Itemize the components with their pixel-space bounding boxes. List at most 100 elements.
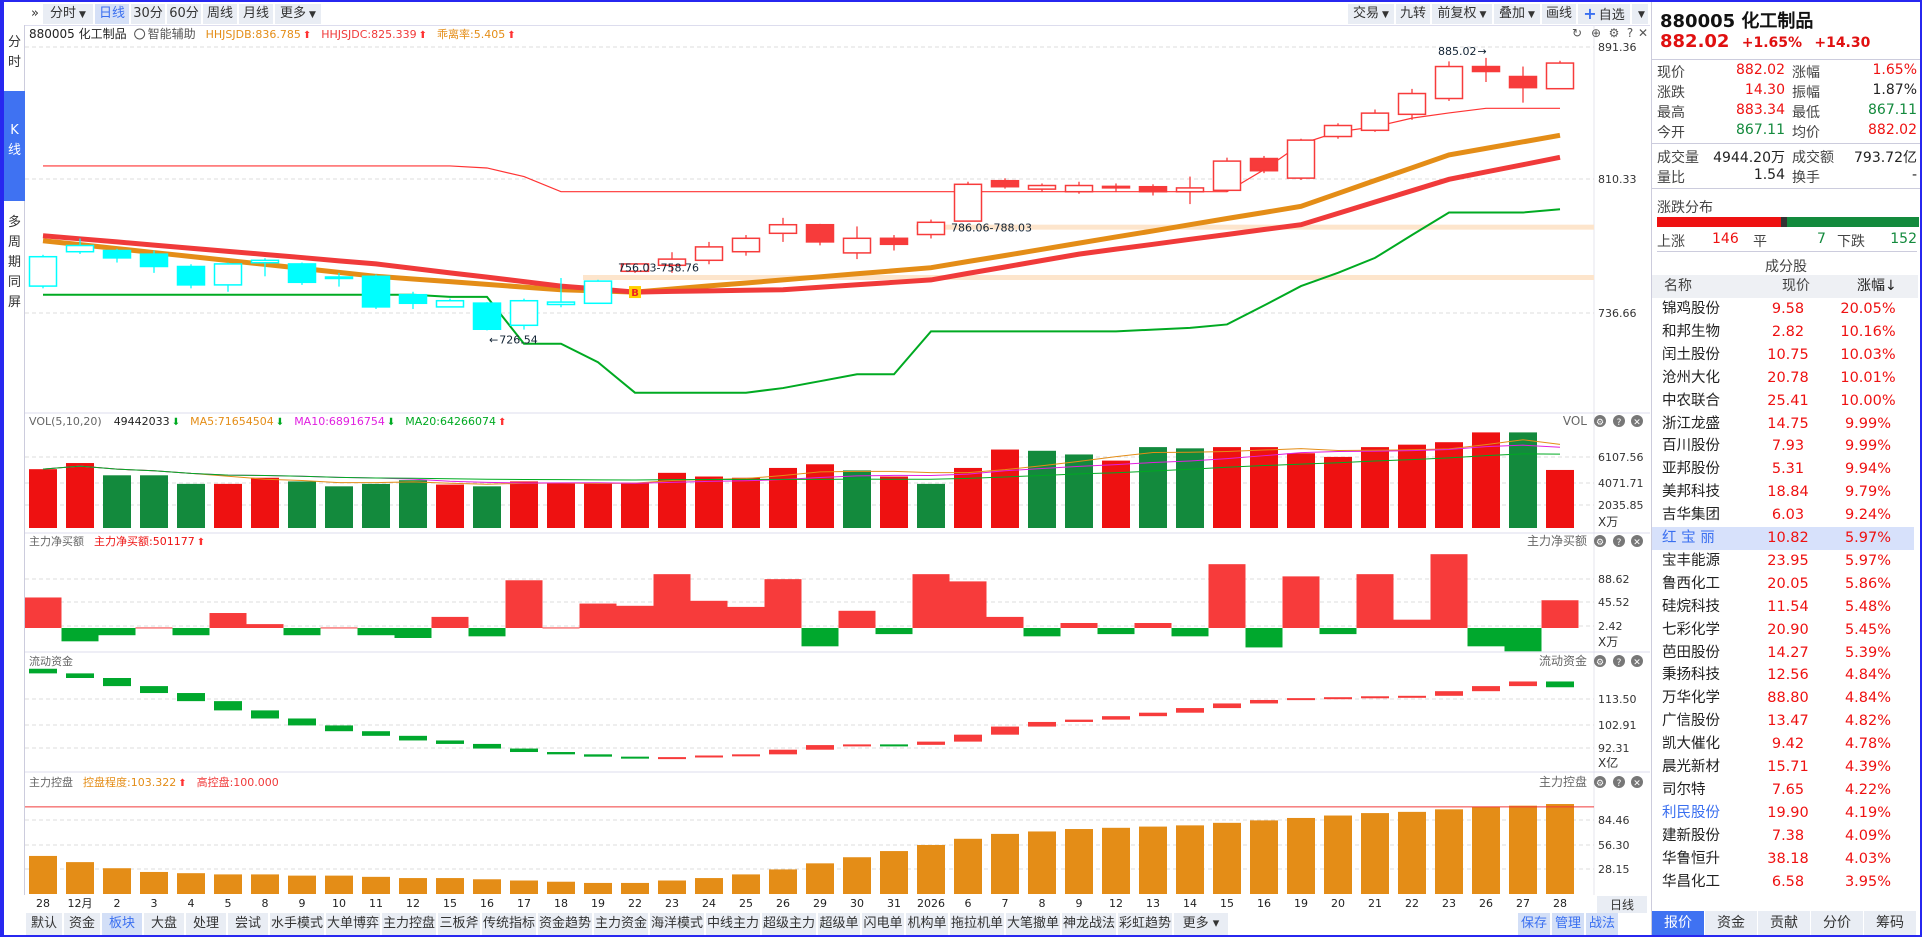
tab-multi-period[interactable]: 多周期同屏 bbox=[7, 215, 21, 310]
indicator-tab[interactable]: 神龙战法 bbox=[1062, 913, 1116, 935]
help-icon[interactable] bbox=[1613, 776, 1625, 788]
gear-icon[interactable] bbox=[1594, 535, 1606, 547]
toolbar-button-1[interactable]: 九转 bbox=[1396, 4, 1430, 24]
gear-icon[interactable] bbox=[1594, 776, 1606, 788]
component-row[interactable]: 沧州大化 20.78 10.01% bbox=[1652, 367, 1914, 390]
period-button-1[interactable]: 日线 bbox=[95, 4, 129, 24]
indicator-tab[interactable]: 尝试 bbox=[228, 913, 268, 935]
control-bar bbox=[621, 882, 649, 894]
refresh-icon[interactable]: ↻ bbox=[1572, 26, 1582, 40]
gear-icon[interactable] bbox=[1594, 415, 1606, 427]
close-icon[interactable] bbox=[1631, 415, 1643, 427]
indicator-tab[interactable]: 大盘 bbox=[144, 913, 184, 935]
period-button-2[interactable]: 30分 bbox=[131, 4, 165, 24]
indicator-tab[interactable]: 主力控盘 bbox=[382, 913, 436, 935]
quote-tab[interactable]: 报价 bbox=[1652, 911, 1704, 935]
vol-tick: 4071.71 bbox=[1598, 477, 1644, 490]
component-row[interactable]: 美邦科技 18.84 9.79% bbox=[1652, 481, 1914, 504]
gear-icon[interactable]: ⚙ bbox=[1609, 26, 1620, 40]
component-row[interactable]: 中农联合 25.41 10.00% bbox=[1652, 390, 1914, 413]
quote-tab[interactable]: 筹码 bbox=[1864, 911, 1916, 935]
period-button-6[interactable]: 更多 ▼ bbox=[275, 4, 321, 24]
component-row[interactable]: 华鲁恒升 38.18 4.03% bbox=[1652, 848, 1914, 871]
component-row[interactable]: 鲁西化工 20.05 5.86% bbox=[1652, 573, 1914, 596]
indicator-tab[interactable]: 闪电单 bbox=[862, 913, 904, 935]
component-row[interactable]: 硅烷科技 11.54 5.48% bbox=[1652, 596, 1914, 619]
indicator-tab[interactable]: 机构单 bbox=[906, 913, 948, 935]
close-icon[interactable]: ✕ bbox=[1638, 26, 1648, 40]
help-icon[interactable] bbox=[1613, 655, 1625, 667]
component-row[interactable]: 建新股份 7.38 4.09% bbox=[1652, 825, 1914, 848]
close-icon[interactable] bbox=[1631, 655, 1643, 667]
toolbar-button-0[interactable]: 交易 ▼ bbox=[1348, 4, 1394, 24]
close-icon[interactable] bbox=[1631, 535, 1643, 547]
indicator-tab[interactable]: 大笔撤单 bbox=[1006, 913, 1060, 935]
component-row[interactable]: 万华化学 88.80 4.84% bbox=[1652, 687, 1914, 710]
toolbar-button-6[interactable]: ▼ bbox=[1632, 4, 1648, 24]
indicator-tab[interactable]: 默认 bbox=[26, 913, 62, 935]
component-row[interactable]: 亚邦股份 5.31 9.94% bbox=[1652, 458, 1914, 481]
indicator-tab[interactable]: 板块 bbox=[102, 913, 142, 935]
toolbar-button-5[interactable]: + 自选 bbox=[1578, 4, 1630, 24]
component-row[interactable]: 锦鸡股份 9.58 20.05% bbox=[1652, 298, 1914, 321]
quote-tab[interactable]: 分价 bbox=[1811, 911, 1863, 935]
indicator-tab[interactable]: 三板斧 bbox=[438, 913, 480, 935]
indicator-tab[interactable]: 资金 bbox=[64, 913, 100, 935]
component-row[interactable]: 七彩化学 20.90 5.45% bbox=[1652, 619, 1914, 642]
component-row[interactable]: 华昌化工 6.58 3.95% bbox=[1652, 871, 1914, 894]
gear-icon[interactable] bbox=[1594, 655, 1606, 667]
indicator-tab[interactable]: 主力资金 bbox=[594, 913, 648, 935]
close-icon[interactable] bbox=[1631, 776, 1643, 788]
component-row[interactable]: 和邦生物 2.82 10.16% bbox=[1652, 321, 1914, 344]
indicator-tab[interactable]: 大单博弈 bbox=[326, 913, 380, 935]
component-row[interactable]: 晨光新材 15.71 4.39% bbox=[1652, 756, 1914, 779]
period-button-4[interactable]: 周线 bbox=[203, 4, 237, 24]
help-icon[interactable]: ? bbox=[1627, 26, 1633, 40]
indicator-tab[interactable]: 处理 bbox=[186, 913, 226, 935]
component-row[interactable]: 芭田股份 14.27 5.39% bbox=[1652, 642, 1914, 665]
col-price[interactable]: 现价 bbox=[1782, 278, 1810, 294]
col-name[interactable]: 名称 bbox=[1664, 278, 1692, 294]
period-button-0[interactable]: 分时 ▼ bbox=[43, 4, 93, 24]
control-bar bbox=[1546, 804, 1574, 894]
indicator-tab[interactable]: 更多 ▾ bbox=[1174, 913, 1228, 935]
indicator-tab[interactable]: 海洋模式 bbox=[650, 913, 704, 935]
expand-icon[interactable]: » bbox=[31, 6, 39, 21]
indicator-tab[interactable]: 中线主力 bbox=[706, 913, 760, 935]
period-button-3[interactable]: 60分 bbox=[167, 4, 201, 24]
component-row[interactable]: 宝丰能源 23.95 5.97% bbox=[1652, 550, 1914, 573]
indicator-tab[interactable]: 超级主力 bbox=[762, 913, 816, 935]
help-icon[interactable] bbox=[1613, 535, 1625, 547]
indicator-tab[interactable]: 彩虹趋势 bbox=[1118, 913, 1172, 935]
indicator-action-2[interactable]: 战法 bbox=[1586, 913, 1618, 935]
period-button-5[interactable]: 月线 bbox=[239, 4, 273, 24]
component-row[interactable]: 司尔特 7.65 4.22% bbox=[1652, 779, 1914, 802]
kline-chart[interactable]: 891.36 810.33 736.66 885.02 → ← 726.54 756.03-7… bbox=[25, 25, 1650, 913]
toolbar-button-4[interactable]: 画线 bbox=[1542, 4, 1576, 24]
component-row[interactable]: 红 宝 丽 10.82 5.97% bbox=[1652, 527, 1914, 550]
indicator-tab[interactable]: 水手模式 bbox=[270, 913, 324, 935]
quote-tab[interactable]: 资金 bbox=[1705, 911, 1757, 935]
indicator-action-1[interactable]: 管理 bbox=[1552, 913, 1584, 935]
toolbar-button-2[interactable]: 前复权 ▼ bbox=[1432, 4, 1492, 24]
component-row[interactable]: 凯大催化 9.42 4.78% bbox=[1652, 733, 1914, 756]
indicator-action-0[interactable]: 保存 bbox=[1518, 913, 1550, 935]
col-change-sorted[interactable]: 涨幅↓ bbox=[1857, 278, 1897, 294]
tab-intraday[interactable]: 分时 bbox=[7, 35, 21, 70]
zoom-in-icon[interactable]: ⊕ bbox=[1591, 26, 1601, 40]
quote-tab[interactable]: 贡献 bbox=[1758, 911, 1810, 935]
indicator-tab[interactable]: 传统指标 bbox=[482, 913, 536, 935]
component-row[interactable]: 浙江龙盛 14.75 9.99% bbox=[1652, 413, 1914, 436]
indicator-tab[interactable]: 拖拉机单 bbox=[950, 913, 1004, 935]
component-row[interactable]: 吉华集团 6.03 9.24% bbox=[1652, 504, 1914, 527]
component-row[interactable]: 广信股份 13.47 4.82% bbox=[1652, 710, 1914, 733]
indicator-tab[interactable]: 超级单 bbox=[818, 913, 860, 935]
indicator-tab[interactable]: 资金趋势 bbox=[538, 913, 592, 935]
component-row[interactable]: 秉扬科技 12.56 4.84% bbox=[1652, 664, 1914, 687]
component-row[interactable]: 闰土股份 10.75 10.03% bbox=[1652, 344, 1914, 367]
component-row[interactable]: 利民股份 19.90 4.19% bbox=[1652, 802, 1914, 825]
toolbar-button-3[interactable]: 叠加 ▼ bbox=[1494, 4, 1540, 24]
component-row[interactable]: 百川股份 7.93 9.99% bbox=[1652, 435, 1914, 458]
help-icon[interactable] bbox=[1613, 415, 1625, 427]
